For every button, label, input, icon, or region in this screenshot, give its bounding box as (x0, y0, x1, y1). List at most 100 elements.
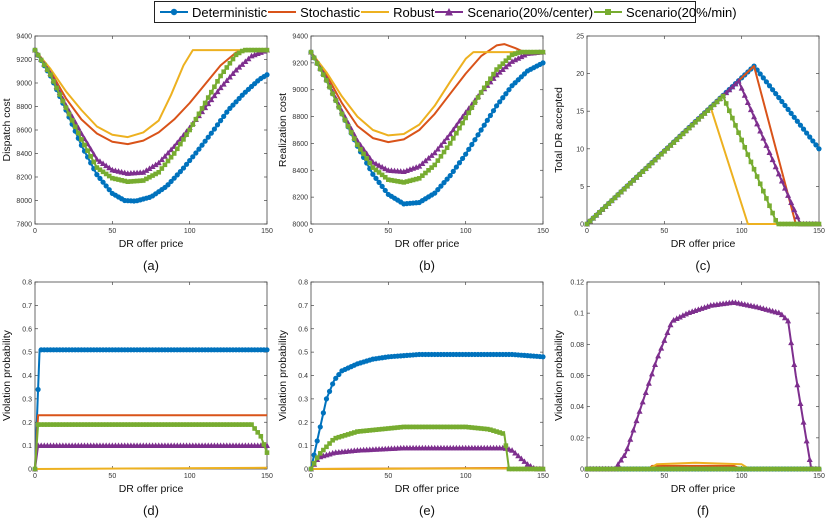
marker-deterministic (336, 371, 342, 378)
marker-scenario-20-min (199, 422, 205, 427)
marker-scenario-20-min (444, 145, 450, 151)
marker-scenario-20-min (798, 466, 803, 472)
marker-scenario-20-min (66, 111, 72, 117)
marker-scenario-20-min (261, 47, 267, 53)
marker-scenario-20-min (646, 466, 652, 472)
marker-scenario-20-center (106, 164, 113, 171)
marker-scenario-20-min (76, 422, 81, 427)
marker-scenario-20-min (770, 210, 775, 216)
marker-scenario-20-min (205, 95, 211, 100)
panel-5: 0 50 100 150 0 0.1 0.2 0.3 0.4 0.5 0.6 0.7 0.8 DR off… (277, 280, 549, 519)
x-tick-label: 100 (736, 228, 748, 235)
marker-scenario-20-min (767, 203, 772, 209)
marker-scenario-20-min (212, 84, 217, 90)
marker-scenario-20-min (745, 152, 751, 157)
marker-scenario-20-min (364, 428, 369, 433)
marker-scenario-20-min (435, 424, 441, 430)
marker-scenario-20-min (506, 466, 512, 472)
marker-scenario-20-center (416, 163, 423, 169)
marker-scenario-20-min (193, 116, 199, 122)
marker-scenario-20-min (404, 424, 410, 430)
marker-scenario-20-min (407, 178, 413, 184)
marker-deterministic (35, 386, 41, 393)
marker-scenario-20-min (723, 101, 729, 106)
marker-scenario-20-center (655, 352, 662, 359)
marker-scenario-20-min (801, 221, 806, 227)
y-tick-label: 0.8 (22, 280, 32, 287)
marker-scenario-20-min (125, 422, 131, 427)
marker-scenario-20-center (781, 314, 788, 321)
marker-deterministic (494, 103, 500, 109)
panel-6: 0 50 100 150 0 0.02 0.04 0.06 0.08 0.1 0.12 DR offe… (553, 280, 825, 519)
marker-deterministic (804, 130, 810, 136)
marker-scenario-20-min (717, 466, 723, 472)
marker-deterministic (785, 106, 791, 113)
marker-scenario-20-min (500, 61, 506, 66)
marker-scenario-20-min (692, 466, 698, 472)
plot-area (34, 281, 268, 470)
marker-scenario-20-min (416, 424, 422, 430)
marker-scenario-20-center (723, 89, 730, 96)
x-tick-label: 100 (184, 473, 196, 480)
marker-scenario-20-center (223, 77, 230, 84)
marker-scenario-20-min (478, 90, 484, 95)
marker-scenario-20-min (791, 221, 797, 227)
marker-scenario-20-center (382, 165, 389, 172)
y-tick-label: 0.5 (22, 350, 32, 357)
marker-scenario-20-min (32, 466, 38, 472)
marker-scenario-20-min (168, 154, 174, 160)
y-tick-label: 0.3 (298, 396, 308, 403)
marker-scenario-20-min (261, 442, 267, 447)
marker-scenario-20-center (434, 145, 441, 152)
x-tick-label: 50 (660, 228, 668, 235)
legend-entry-deterministic: Deterministic (159, 5, 267, 20)
y-tick-label: 0.1 (574, 311, 584, 318)
y-tick-label: 0.2 (298, 420, 308, 427)
marker-scenario-20-min (389, 177, 394, 183)
marker-scenario-20-min (680, 131, 686, 137)
y-tick-label: 0 (304, 467, 308, 474)
marker-scenario-20-min (255, 47, 261, 53)
marker-scenario-20-min (705, 466, 710, 472)
marker-scenario-20-min (696, 466, 701, 472)
marker-scenario-20-min (330, 437, 335, 443)
y-tick-label: 10 (576, 146, 584, 153)
marker-scenario-20-center (441, 138, 448, 144)
marker-scenario-20-min (51, 422, 56, 427)
marker-scenario-20-center (431, 149, 438, 156)
marker-scenario-20-min (444, 424, 450, 430)
marker-scenario-20-min (757, 181, 763, 187)
marker-scenario-20-min (125, 179, 131, 184)
marker-scenario-20-min (311, 461, 317, 466)
marker-scenario-20-min (782, 466, 788, 472)
marker-scenario-20-min (603, 466, 608, 472)
marker-scenario-20-center (794, 213, 801, 220)
marker-deterministic (503, 91, 509, 97)
marker-scenario-20-center (236, 64, 243, 70)
marker-scenario-20-min (466, 424, 472, 430)
marker-scenario-20-min (174, 422, 180, 427)
marker-scenario-20-center (788, 199, 795, 205)
legend-entry-scenario-min: Scenario(20%/min) (593, 5, 737, 20)
marker-scenario-20-min (54, 85, 59, 91)
marker-scenario-20-min (469, 425, 475, 430)
series-line-robust (34, 466, 268, 470)
marker-deterministic (230, 102, 236, 108)
marker-scenario-20-center (642, 389, 649, 396)
marker-scenario-20-center (96, 158, 103, 164)
marker-scenario-20-center (791, 361, 798, 367)
marker-scenario-20-center (778, 177, 785, 184)
marker-scenario-20-center (630, 426, 637, 433)
marker-scenario-20-center (621, 452, 628, 459)
marker-scenario-20-min (795, 466, 800, 472)
marker-scenario-20-min (423, 170, 428, 176)
marker-deterministic (816, 146, 822, 152)
marker-scenario-20-min (373, 167, 379, 173)
marker-scenario-20-min (367, 160, 373, 166)
marker-scenario-20-min (662, 466, 667, 472)
x-tick-label: 150 (537, 228, 549, 235)
series-line-robust (310, 467, 544, 470)
marker-scenario-20-min (689, 122, 695, 128)
marker-scenario-20-min (478, 426, 484, 431)
marker-scenario-20-min (785, 221, 791, 227)
